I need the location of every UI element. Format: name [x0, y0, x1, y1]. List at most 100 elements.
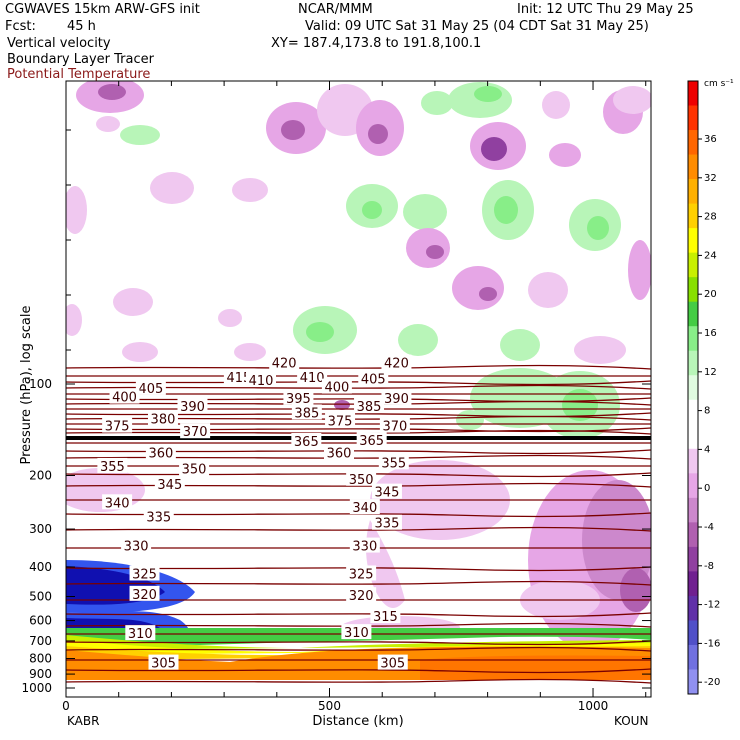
theta-contour: [66, 429, 651, 435]
colorbar-swatch: [688, 301, 698, 327]
theta-label-bg: [371, 483, 402, 499]
theta-label: 320: [132, 588, 157, 603]
theta-label-bg: [269, 354, 300, 370]
theta-label-bg: [129, 585, 160, 601]
colorbar-unit: cm s⁻¹: [704, 79, 734, 89]
theta-label-bg: [325, 412, 356, 428]
plot-frame: [65, 80, 652, 698]
forecast-label: Fcst:: [5, 19, 36, 34]
y-tick-label: 1000: [21, 681, 52, 695]
theta-label-bg: [147, 410, 178, 426]
theta-label: 350: [182, 463, 207, 478]
x-axis: 0 500 1000: [62, 81, 647, 713]
theta-label-bg: [125, 625, 156, 641]
theta-label: 385: [357, 400, 382, 415]
theta-label-bg: [179, 460, 210, 476]
colorbar-tick-label: -12: [704, 600, 720, 611]
colorbar-tick-label: -8: [704, 561, 714, 572]
theta-label: 305: [380, 657, 405, 672]
theta-label: 375: [328, 415, 353, 430]
x-tick-label: 1000: [578, 699, 609, 713]
theta-label: 340: [105, 496, 130, 511]
theta-label: 370: [382, 420, 407, 435]
x-endpoint-right: KOUN: [614, 714, 648, 728]
theta-label: 400: [112, 391, 137, 406]
theta-label-bg: [121, 537, 152, 553]
colorbar-swatch: [688, 620, 698, 646]
colorbar-swatch: [688, 571, 698, 597]
theta-label: 345: [157, 478, 182, 493]
colorbar-tick-label: 4: [704, 444, 710, 455]
theta-contour: [66, 566, 651, 572]
theta-label: 355: [100, 460, 125, 475]
colorbar-swatch: [688, 277, 698, 303]
colorbar-swatch: [688, 669, 698, 695]
colorbar-swatch: [688, 448, 698, 474]
y-tick-label: 700: [29, 634, 52, 648]
theta-label: 405: [138, 382, 163, 397]
theta-label-bg: [324, 444, 354, 460]
colorbar-swatch: [688, 179, 698, 204]
theta-contour: [66, 678, 651, 684]
theta-label-bg: [180, 423, 211, 439]
theta-label-bg: [291, 433, 322, 449]
theta-contour: [66, 472, 651, 478]
theta-contour: [66, 384, 651, 390]
theta-label-bg: [370, 608, 401, 624]
colorbar-swatch: [688, 497, 698, 523]
theta-label-bg: [354, 397, 385, 413]
theta-label-bg: [154, 475, 185, 491]
y-tick-label: 500: [29, 589, 52, 603]
theta-label: 310: [128, 627, 153, 642]
x-tick-label: 500: [318, 699, 341, 713]
colorbar-swatch: [688, 595, 698, 621]
theta-contour: [66, 364, 651, 370]
colorbar-tick-label: 36: [704, 134, 717, 145]
theta-contour: [66, 622, 651, 628]
colorbar-swatch: [688, 350, 698, 376]
theta-label-bg: [379, 417, 410, 433]
theta-label: 420: [272, 357, 297, 372]
colorbar-tick-label: 12: [704, 367, 717, 378]
theta-label: 370: [183, 425, 208, 440]
colorbar-tick-label: 20: [704, 289, 717, 300]
forecast-hours: 45 h: [67, 19, 96, 34]
theta-label: 405: [361, 373, 386, 388]
theta-label-bg: [143, 508, 174, 524]
x-axis-label: Distance (km): [312, 714, 403, 729]
colorbar-swatch: [688, 522, 698, 548]
theta-label: 335: [146, 511, 171, 526]
colorbar-swatch: [688, 399, 698, 425]
colorbar-tick-label: 24: [704, 250, 717, 261]
theta-label: 350: [349, 473, 374, 488]
theta-label: 305: [151, 657, 176, 672]
theta-contour: [66, 526, 651, 532]
theta-label: 375: [105, 420, 130, 435]
y-tick-label: 200: [29, 469, 52, 483]
colorbar-swatch: [688, 546, 698, 572]
theta-contour: [66, 640, 651, 646]
field-label-vertical-velocity: Vertical velocity: [7, 36, 111, 51]
theta-label: 345: [375, 486, 400, 501]
colorbar-swatch: [688, 105, 698, 131]
x-endpoint-left: KABR: [67, 714, 99, 728]
theta-label-bg: [381, 354, 412, 370]
colorbar-swatch: [688, 473, 698, 499]
theta-label: 330: [352, 540, 377, 555]
theta-label-bg: [349, 499, 380, 515]
colorbar-swatch: [688, 644, 698, 670]
theta-label-bg: [102, 494, 133, 510]
theta-label-bg: [341, 624, 372, 640]
colorbar-swatch: [688, 326, 698, 352]
theta-label: 315: [373, 610, 398, 625]
y-tick-label: 300: [29, 522, 52, 536]
theta-label-bg: [381, 389, 412, 405]
colorbar-tick-label: -16: [704, 638, 720, 649]
theta-label: 400: [324, 381, 349, 396]
colorbar-swatch: [688, 130, 698, 155]
theta-contour: [66, 454, 651, 460]
y-axis-label: Pressure (hPa), log scale: [19, 306, 34, 465]
theta-label: 395: [286, 392, 311, 407]
theta-label-bg: [349, 537, 380, 553]
